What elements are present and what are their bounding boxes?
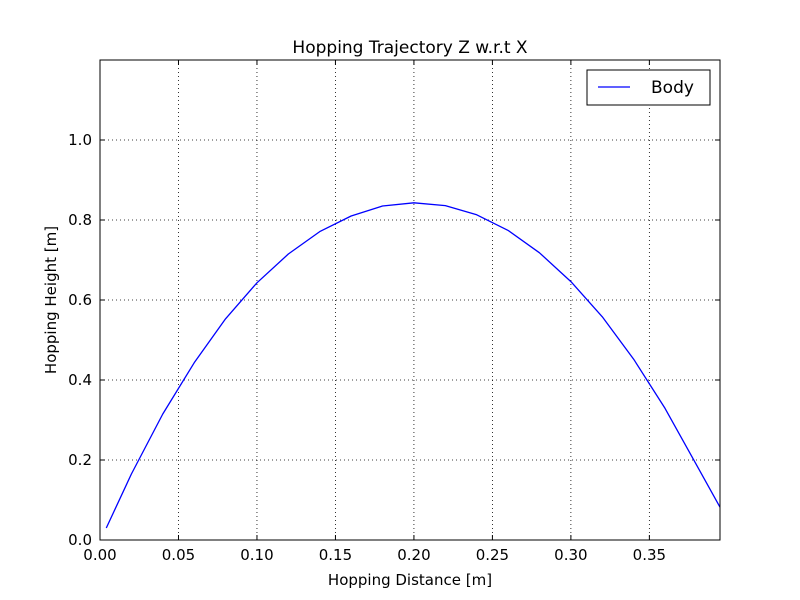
x-tick-label: 0.15	[319, 546, 352, 564]
legend-label: Body	[651, 78, 694, 98]
series-layer	[105, 202, 721, 529]
series-line-body	[105, 202, 721, 529]
x-tick-label: 0.30	[554, 546, 587, 564]
x-tick-label: 0.25	[476, 546, 509, 564]
y-tick-label: 0.2	[68, 451, 92, 469]
x-tick-label: 0.20	[397, 546, 430, 564]
x-axis-label: Hopping Distance [m]	[328, 571, 492, 589]
x-tick-label: 0.00	[83, 546, 116, 564]
x-tick-label: 0.05	[162, 546, 195, 564]
y-tick-label: 1.0	[68, 131, 92, 149]
x-tick-label: 0.10	[240, 546, 273, 564]
y-tick-label: 0.8	[68, 211, 92, 229]
y-tick-label: 0.6	[68, 291, 92, 309]
x-tick-label: 0.35	[633, 546, 666, 564]
y-tick-label: 0.0	[68, 531, 92, 549]
ticks: 0.00 0.05 0.10 0.15 0.20 0.25 0.30 0.35 0.0 0.2 0.…	[68, 60, 720, 564]
y-tick-label: 0.4	[68, 371, 92, 389]
legend: Body	[586, 69, 711, 106]
chart-title: Hopping Trajectory Z w.r.t X	[292, 38, 527, 58]
grid	[100, 60, 720, 540]
y-axis-label: Hopping Height [m]	[42, 226, 60, 374]
